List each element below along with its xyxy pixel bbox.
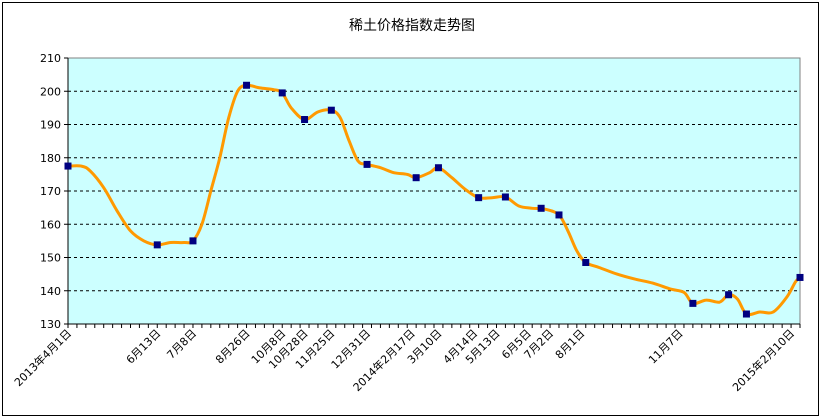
y-axis: 130 140 150 160 170 180 190 200 210	[40, 52, 69, 331]
y-tick-label: 210	[40, 52, 61, 65]
y-tick-label: 160	[40, 218, 61, 231]
y-tick-label: 200	[40, 85, 61, 98]
data-point-marker	[796, 273, 804, 281]
data-point-marker	[278, 89, 286, 97]
data-point-marker	[725, 291, 733, 299]
y-tick-label: 150	[40, 252, 61, 265]
x-tick-label: 7月8日	[164, 327, 199, 362]
y-tick-label: 140	[40, 285, 61, 298]
y-tick-label: 180	[40, 152, 61, 165]
x-tick-label: 11月7日	[646, 327, 686, 367]
y-tick-label: 130	[40, 318, 61, 331]
data-point-marker	[689, 299, 697, 307]
chart-title: 稀土价格指数走势图	[349, 18, 475, 34]
data-point-marker	[363, 160, 371, 168]
data-point-marker	[555, 211, 563, 219]
x-tick-label: 12月31日	[329, 327, 374, 372]
data-point-marker	[64, 162, 72, 170]
data-point-marker	[582, 258, 590, 266]
series	[64, 81, 804, 318]
gridlines	[68, 90, 800, 292]
data-point-marker	[189, 237, 197, 245]
data-point-marker	[742, 310, 750, 318]
data-point-marker	[501, 193, 509, 201]
x-tick-label: 8月26日	[213, 327, 253, 367]
x-axis: 2013年4月1日 6月13日 7月8日 8月26日10月8日10月28日11月25日…	[11, 323, 801, 394]
data-point-marker	[475, 194, 483, 202]
data-point-marker	[301, 116, 309, 124]
x-tick-label: 2013年4月1日	[11, 326, 74, 389]
y-tick-label: 190	[40, 119, 61, 132]
x-tick-label: 8月1日	[553, 327, 588, 362]
x-tick-label: 2015年2月10日	[729, 326, 797, 394]
data-point-marker	[434, 164, 442, 172]
data-point-marker	[412, 174, 420, 182]
data-point-marker	[243, 81, 251, 89]
data-point-marker	[153, 241, 161, 249]
data-point-marker	[327, 106, 335, 114]
y-tick-label: 170	[40, 185, 61, 198]
x-tick-label: 6月13日	[124, 327, 164, 367]
data-point-marker	[537, 204, 545, 212]
